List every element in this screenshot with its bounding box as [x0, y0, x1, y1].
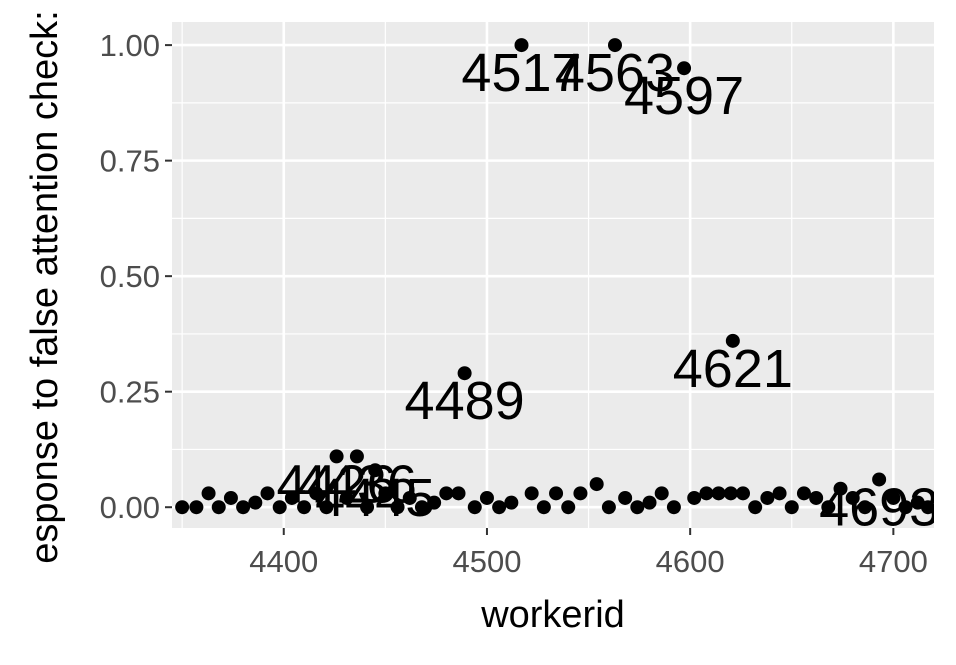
scatter-point — [390, 500, 405, 515]
scatter-point — [601, 500, 616, 515]
scatter-point — [309, 486, 324, 501]
scatter-point — [201, 486, 216, 501]
scatter-point — [809, 490, 824, 505]
scatter-point — [439, 486, 454, 501]
scatter-point — [211, 500, 226, 515]
scatter-point — [772, 486, 787, 501]
scatter-point — [236, 500, 251, 515]
scatter-point — [589, 477, 604, 492]
scatter-point — [666, 500, 681, 515]
scatter-point-labeled — [368, 463, 383, 478]
scatter-point-labeled — [349, 449, 364, 464]
scatter-point — [175, 500, 190, 515]
scatter-point — [845, 490, 860, 505]
scatter-point — [821, 500, 836, 515]
x-tick-label: 4700 — [859, 544, 928, 579]
x-axis-title: workerid — [480, 594, 625, 636]
scatter-point — [272, 500, 287, 515]
y-tick-label: 0.25 — [100, 375, 160, 410]
scatter-point — [189, 500, 204, 515]
scatter-point — [248, 495, 263, 510]
point-label: 4489 — [405, 371, 525, 431]
x-tick-label: 4600 — [656, 544, 725, 579]
x-tick-label: 4400 — [249, 544, 318, 579]
scatter-point — [642, 495, 657, 510]
scatter-point — [504, 495, 519, 510]
scatter-point — [223, 490, 238, 505]
scatter-point — [492, 500, 507, 515]
point-label: 4597 — [624, 66, 744, 126]
point-label: 4693 — [819, 477, 939, 537]
point-label: 4621 — [673, 339, 793, 399]
scatter-point — [886, 490, 901, 505]
y-tick-label: 0.50 — [100, 259, 160, 294]
scatter-point-labeled — [329, 449, 344, 464]
point-label: 4445 — [315, 468, 435, 528]
scatter-point — [898, 500, 913, 515]
scatter-point-labeled — [725, 333, 740, 348]
scatter-point — [467, 500, 482, 515]
scatter-point — [427, 495, 442, 510]
scatter-point — [833, 481, 848, 496]
y-tick-label: 0.75 — [100, 144, 160, 179]
scatter-point-labeled — [677, 61, 692, 76]
scatter-point — [260, 486, 275, 501]
y-tick-label: 0.00 — [100, 490, 160, 525]
y-tick-label: 1.00 — [100, 28, 160, 63]
scatter-point — [784, 500, 799, 515]
scatter-point — [687, 490, 702, 505]
scatter-point — [360, 500, 375, 515]
scatter-point — [284, 490, 299, 505]
scatter-point — [748, 500, 763, 515]
scatter-point — [654, 486, 669, 501]
scatter-point-labeled — [607, 38, 622, 53]
scatter-point — [524, 486, 539, 501]
scatter-point — [630, 500, 645, 515]
scatter-point — [920, 500, 934, 515]
point-label: 4426 — [277, 454, 397, 514]
scatter-point-labeled — [872, 472, 887, 487]
scatter-point — [297, 500, 312, 515]
scatter-point — [479, 490, 494, 505]
scatter-point — [414, 500, 429, 515]
scatter-point — [735, 486, 750, 501]
scatter-point-labeled — [457, 366, 472, 381]
scatter-point — [451, 486, 466, 501]
scatter-point — [711, 486, 726, 501]
scatter-point — [536, 500, 551, 515]
x-tick-label: 4500 — [452, 544, 521, 579]
scatter-point-labeled — [514, 38, 529, 53]
y-axis-title: esponse to false attention check: — [24, 10, 66, 563]
scatter-point — [561, 500, 576, 515]
scatter-point — [618, 490, 633, 505]
point-label: 4436 — [297, 454, 417, 514]
point-label: 4563 — [555, 43, 675, 103]
scatter-point — [699, 486, 714, 501]
scatter-point — [402, 490, 417, 505]
scatter-point — [339, 490, 354, 505]
scatter-point — [723, 486, 738, 501]
point-label: 4517 — [461, 43, 581, 103]
scatter-point — [573, 486, 588, 501]
scatter-point — [319, 500, 334, 515]
scatter-point — [378, 486, 393, 501]
scatter-point — [857, 500, 872, 515]
scatter-point — [549, 486, 564, 501]
scatter-point — [760, 490, 775, 505]
scatter-point — [796, 486, 811, 501]
